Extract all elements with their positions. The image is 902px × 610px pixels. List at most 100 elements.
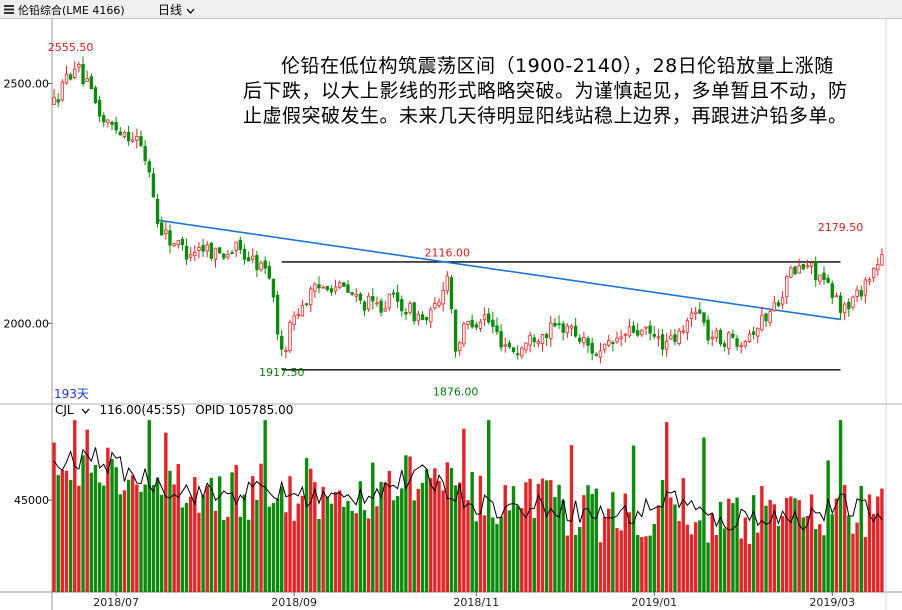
volume-bar	[230, 472, 234, 593]
volume-bar	[441, 490, 445, 593]
volume-bar	[350, 510, 354, 593]
candle-body	[275, 294, 280, 335]
volume-bar	[739, 538, 743, 593]
candle-body	[594, 353, 599, 356]
candle-body	[553, 322, 557, 327]
candle-body	[118, 131, 122, 136]
volume-bar	[549, 480, 553, 593]
candle-body	[97, 99, 102, 117]
volume-bar	[147, 420, 151, 593]
volume-bar	[387, 470, 392, 593]
chevron-down-icon	[81, 408, 90, 414]
volume-bar	[590, 494, 594, 593]
volume-bar	[143, 484, 147, 593]
candle-body	[727, 332, 731, 349]
price-annotation: 1876.00	[433, 386, 479, 399]
volume-bar	[677, 521, 681, 593]
volume-bar	[321, 486, 325, 593]
candle-body	[217, 247, 222, 254]
candle-body	[743, 341, 748, 347]
candle-body	[764, 313, 768, 322]
candle-body	[64, 73, 69, 84]
volume-bar	[578, 527, 582, 593]
candle-body	[544, 333, 549, 339]
candle-body	[495, 325, 499, 333]
candle-body	[565, 325, 570, 334]
candle-body	[201, 245, 205, 252]
candle-body	[259, 262, 263, 271]
candle-body	[627, 326, 632, 337]
volume-bar	[731, 503, 735, 593]
volume-bar	[371, 462, 375, 593]
candle-body	[193, 251, 197, 257]
candle-body	[760, 314, 764, 331]
candle-body	[826, 277, 830, 283]
volume-bar	[553, 497, 557, 593]
candle-body	[131, 139, 135, 142]
volume-bar	[358, 481, 363, 593]
candle-body	[267, 265, 271, 279]
candlesticks	[52, 56, 884, 364]
chevron-down-icon	[186, 8, 195, 14]
volume-bar	[317, 519, 321, 593]
volume-bar	[449, 467, 454, 593]
volume-indicator-selector[interactable]: CJL	[55, 403, 90, 417]
volume-bar	[106, 447, 110, 593]
candle-body	[449, 277, 454, 310]
candle-body	[160, 222, 164, 236]
volume-bar	[851, 533, 855, 593]
candle-body	[404, 312, 408, 315]
volume-bar	[689, 534, 694, 593]
volume-bar	[627, 512, 632, 593]
volume-bar	[867, 494, 872, 593]
candle-body	[379, 300, 383, 313]
candle-body	[789, 267, 793, 278]
volume-bar	[586, 485, 590, 593]
candle-body	[280, 335, 284, 350]
volume-bar	[238, 516, 243, 593]
candle-body	[288, 322, 292, 351]
candle-body	[251, 255, 255, 260]
volume-bar	[830, 514, 834, 593]
volume-bar	[52, 442, 56, 593]
volume-average-line	[53, 447, 883, 531]
candle-body	[238, 239, 243, 250]
candle-body	[615, 337, 619, 342]
volume-bar	[259, 463, 263, 593]
candle-body	[400, 299, 404, 312]
volume-bar	[582, 495, 586, 593]
candle-body	[445, 275, 449, 292]
volume-bar	[131, 475, 135, 593]
volume-bar	[346, 500, 350, 593]
candle-body	[242, 248, 247, 260]
candle-body	[590, 342, 594, 354]
volume-bar	[159, 494, 164, 593]
candle-body	[785, 276, 789, 298]
volume-bar	[743, 517, 748, 593]
candle-body	[342, 282, 346, 287]
candle-body	[56, 99, 60, 103]
candle-body	[313, 283, 317, 292]
volume-bar	[466, 500, 470, 593]
volume-bar	[68, 479, 73, 593]
menu-icon[interactable]	[4, 4, 14, 14]
candle-body	[395, 292, 400, 302]
period-label: 日线	[158, 3, 183, 17]
volume-bar	[561, 500, 565, 593]
price-annotations: 2555.50 2116.00 2179.50 1917.50 1876.00	[48, 41, 863, 399]
candle-body	[321, 286, 325, 289]
period-selector[interactable]: 日线	[158, 1, 195, 18]
candle-body	[776, 302, 781, 307]
candle-body	[706, 319, 710, 341]
candle-body	[573, 325, 578, 337]
volume-bar	[478, 475, 483, 593]
candle-body	[871, 268, 876, 278]
candle-body	[77, 64, 81, 68]
volume-bar	[77, 485, 81, 593]
candle-body	[863, 279, 868, 296]
volume-bar	[383, 482, 387, 593]
candle-body	[482, 314, 487, 321]
candle-body	[60, 81, 65, 101]
volume-bar	[727, 498, 731, 593]
candle-body	[180, 238, 185, 246]
